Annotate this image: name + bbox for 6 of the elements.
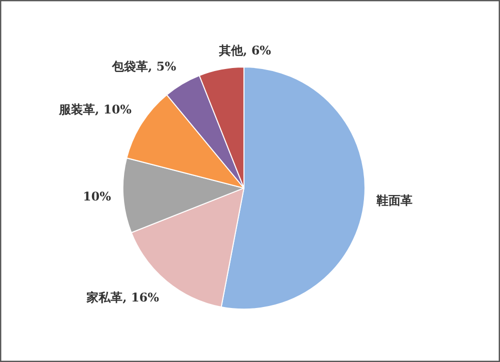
slice-label: 包袋革, 5% <box>111 59 177 74</box>
slice-label: 家私革, 16% <box>86 290 160 305</box>
data-label: 10% <box>82 189 112 204</box>
slice-label: 其他, 6% <box>218 43 272 58</box>
slice-label: 服装革, 10% <box>58 102 132 117</box>
slice-label: 鞋面革 <box>375 194 412 208</box>
